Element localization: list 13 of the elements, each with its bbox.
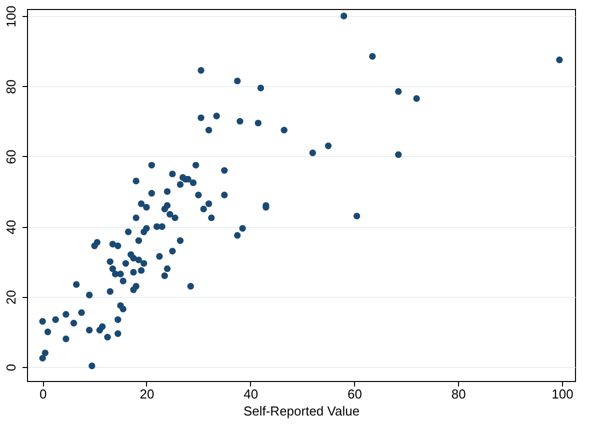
y-tick-label: 20 [4, 290, 18, 305]
y-tick-label: 0 [4, 364, 18, 372]
y-tick-label: 40 [4, 220, 18, 234]
x-tick-label: 0 [39, 386, 47, 402]
x-tick-label: 60 [348, 386, 362, 402]
x-tick-label: 40 [244, 386, 258, 402]
x-tick-label: 20 [140, 386, 154, 402]
x-tick-label: 100 [552, 386, 574, 402]
y-tick-label: 100 [4, 6, 18, 28]
y-tick-label: 80 [4, 79, 18, 94]
x-tick-label: 80 [451, 386, 466, 402]
y-tick-label: 60 [4, 150, 18, 164]
x-axis-title: Self-Reported Value [243, 404, 360, 418]
